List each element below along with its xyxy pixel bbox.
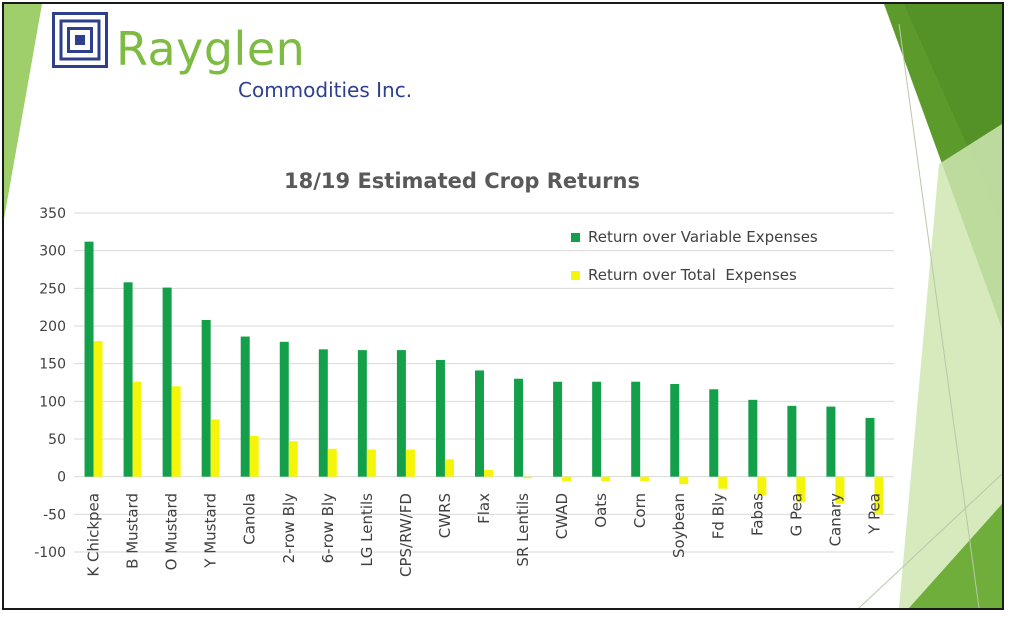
total-expense-bar [366, 449, 376, 477]
right-pale-green-shape [899, 124, 1002, 608]
x-tick-label: Canary [826, 493, 844, 547]
x-tick-label: Canola [241, 493, 259, 545]
y-tick-label: -100 [34, 545, 66, 561]
total-expense-bar [679, 476, 689, 485]
logo-subtitle: Commodities Inc. [238, 78, 413, 102]
total-expense-bar [718, 476, 728, 489]
variable-expense-bar [435, 359, 445, 477]
x-tick-label: K Chickpea [85, 493, 103, 577]
total-expense-bar [562, 476, 572, 482]
legend-label-variable: Return over Variable Expenses [588, 228, 818, 246]
y-tick-label: 350 [39, 206, 66, 222]
y-tick-label: 250 [39, 281, 66, 297]
total-expense-bar [484, 469, 493, 477]
total-expense-bar [444, 459, 454, 477]
x-tick-label: Corn [631, 493, 649, 528]
variable-expense-bar [826, 406, 836, 477]
variable-expense-bar [670, 384, 680, 477]
x-tick-label: Y Pea [865, 493, 883, 535]
y-tick-label: 150 [39, 357, 66, 373]
variable-expense-bar [84, 241, 94, 477]
total-expense-bar [757, 476, 767, 496]
total-expense-bar [327, 448, 337, 477]
x-tick-labels: K Chickpea B Mustard O Mustard Y Mustard Can… [85, 493, 884, 577]
total-expense-bar [835, 476, 845, 504]
x-tick-label: G Pea [787, 493, 805, 536]
bar-layer [84, 241, 884, 515]
x-tick-label: Fabas [748, 493, 766, 536]
variable-expense-bar [631, 381, 641, 477]
slide-frame: Rayglen Commodities Inc. 350 300 250 200 150… [2, 2, 1004, 610]
variable-expense-bar [709, 389, 719, 477]
x-tick-label: Soybean [670, 493, 688, 558]
y-tick-labels: 350 300 250 200 150 100 50 0 -50 -100 [34, 206, 66, 561]
variable-expense-bar [475, 370, 484, 477]
x-tick-label: 6-row Bly [319, 493, 337, 563]
x-tick-label: SR Lentils [514, 493, 532, 567]
x-tick-label: Y Mustard [202, 493, 220, 569]
total-expense-bar [132, 381, 142, 477]
legend-swatch-variable [571, 233, 580, 242]
legend: Return over Variable Expenses Return ove… [571, 228, 818, 284]
total-expense-bar [405, 449, 415, 477]
total-expense-bar [874, 476, 884, 515]
total-expense-bar [249, 435, 259, 477]
variable-expense-bar [318, 349, 328, 477]
variable-expense-bar [279, 341, 289, 477]
logo-name: Rayglen [116, 22, 306, 76]
total-expense-bar [640, 476, 650, 482]
crop-returns-chart: 350 300 250 200 150 100 50 0 -50 -100 K Chickpea B… [34, 169, 894, 577]
left-green-wedge [4, 4, 42, 219]
total-expense-bar [210, 419, 220, 477]
x-tick-label: CWAD [553, 493, 571, 539]
variable-expense-bar [553, 381, 563, 477]
total-expense-bar [601, 476, 611, 482]
total-expense-bar [288, 441, 298, 477]
variable-expense-bar [123, 282, 133, 477]
x-tick-label: 2-row Bly [280, 493, 298, 563]
background-decoration [4, 4, 1002, 608]
total-expense-bar [523, 476, 533, 479]
variable-expense-bar [748, 399, 758, 477]
x-tick-label: CWRS [436, 493, 454, 538]
x-tick-label: LG Lentils [358, 493, 376, 567]
decor-line [858, 473, 1002, 608]
variable-expense-bar [201, 319, 211, 477]
x-tick-label: Oats [592, 493, 610, 528]
x-tick-label: Flax [475, 493, 493, 524]
total-expense-bar [93, 341, 103, 477]
x-tick-label: O Mustard [163, 493, 181, 570]
variable-expense-bar [592, 381, 602, 477]
variable-expense-bar [396, 350, 406, 477]
y-tick-label: 200 [39, 319, 66, 335]
variable-expense-bar [865, 417, 875, 477]
variable-expense-bar [240, 336, 250, 477]
legend-swatch-total [571, 271, 580, 280]
decor-line [898, 23, 980, 608]
x-tick-label: B Mustard [124, 493, 142, 569]
right-bottom-green-shape [909, 504, 1002, 608]
y-tick-label: 100 [39, 394, 66, 410]
variable-expense-bar [514, 378, 524, 477]
y-tick-label: 300 [39, 244, 66, 260]
y-tick-label: 0 [57, 470, 66, 486]
variable-expense-bar [787, 405, 797, 477]
logo-mark-icon [52, 12, 108, 68]
y-tick-label: -50 [43, 507, 66, 523]
variable-expense-bar [357, 350, 367, 477]
variable-expense-bar [162, 287, 172, 477]
chart-title: 18/19 Estimated Crop Returns [284, 169, 640, 193]
company-logo: Rayglen Commodities Inc. [52, 12, 432, 102]
x-tick-label: Fd Bly [709, 493, 727, 539]
legend-label-total: Return over Total Expenses [588, 266, 797, 284]
total-expense-bar [171, 386, 181, 477]
y-tick-label: 50 [48, 432, 66, 448]
total-expense-bar [796, 476, 806, 503]
x-tick-label: CPS/RW/FD [397, 493, 415, 577]
